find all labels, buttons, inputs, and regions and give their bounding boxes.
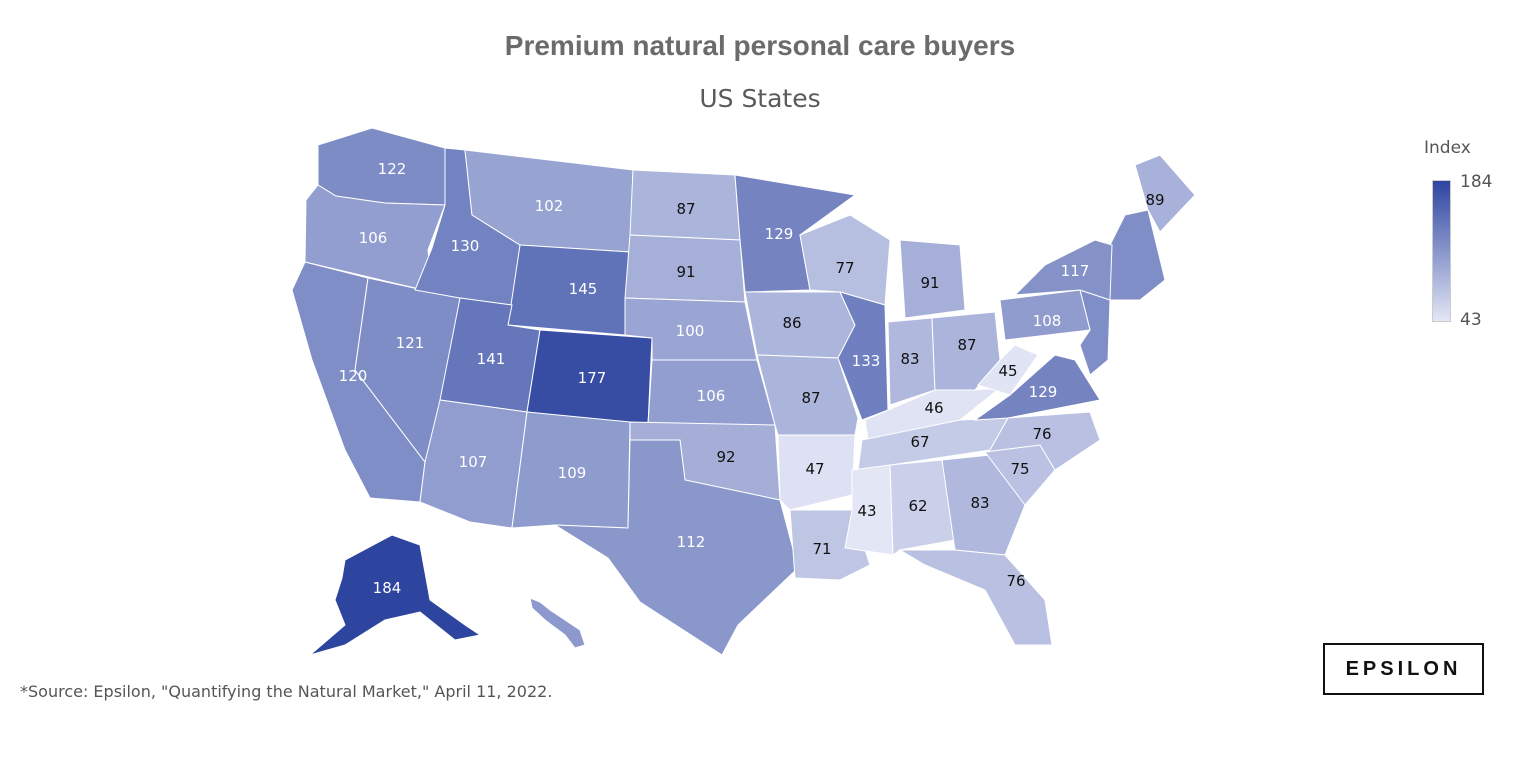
state-shape-ak[interactable]: [309, 534, 482, 656]
state-shape-al[interactable]: [889, 459, 956, 556]
state-value-nm: 109: [558, 464, 587, 482]
state-value-ia: 86: [782, 314, 801, 332]
state-shape-ms[interactable]: [844, 464, 894, 556]
state-value-ar: 47: [805, 460, 824, 478]
state-value-ok: 92: [716, 448, 735, 466]
state-value-mn: 129: [765, 225, 794, 243]
state-shape-il[interactable]: [837, 291, 889, 421]
state-value-nc: 76: [1032, 425, 1051, 443]
state-value-tx: 112: [677, 533, 706, 551]
state-shapes: [291, 127, 1196, 656]
state-value-sc: 75: [1010, 460, 1029, 478]
state-value-wa: 122: [378, 160, 407, 178]
state-shape-wv[interactable]: [977, 344, 1039, 396]
state-value-wi: 77: [835, 259, 854, 277]
state-shape-mi[interactable]: [899, 239, 966, 319]
state-value-ne: 100: [676, 322, 705, 340]
epsilon-logo: EPSILON: [1323, 643, 1484, 695]
legend-color-scale: [1432, 180, 1451, 322]
state-value-ms: 43: [857, 502, 876, 520]
map-subtitle: US States: [699, 84, 821, 113]
state-shape-nc[interactable]: [984, 411, 1101, 471]
state-value-la: 71: [812, 540, 831, 558]
state-value-ak: 184: [373, 579, 402, 597]
source-note: *Source: Epsilon, "Quantifying the Natur…: [20, 682, 553, 701]
state-value-ut: 141: [477, 350, 506, 368]
state-value-in: 83: [900, 350, 919, 368]
state-shape-ar[interactable]: [777, 434, 856, 511]
state-value-ga: 83: [970, 494, 989, 512]
state-value-mo: 87: [801, 389, 820, 407]
legend-max-label: 184: [1460, 172, 1493, 192]
state-shape-fl[interactable]: [898, 549, 1053, 646]
state-value-tn: 67: [910, 433, 929, 451]
state-value-ca: 120: [339, 367, 368, 385]
state-shape-me[interactable]: [1134, 154, 1196, 233]
state-value-ky: 46: [924, 399, 943, 417]
state-shape-unlabeled: [1079, 289, 1111, 376]
state-value-al: 62: [908, 497, 927, 515]
state-value-labels: 122 106 120 121 130 102 145 141 107 177 109 87 91 100…: [339, 160, 1165, 597]
legend-title: Index: [1424, 138, 1471, 158]
state-value-pa: 108: [1033, 312, 1062, 330]
state-value-mt: 102: [535, 197, 564, 215]
state-value-or: 106: [359, 229, 388, 247]
state-value-nd: 87: [676, 200, 695, 218]
state-value-mi: 91: [920, 274, 939, 292]
state-value-fl: 76: [1006, 572, 1025, 590]
legend-min-label: 43: [1460, 310, 1482, 330]
state-shape-pa[interactable]: [999, 289, 1091, 341]
state-value-az: 107: [459, 453, 488, 471]
state-value-id: 130: [451, 237, 480, 255]
state-shape-unlabeled: [529, 597, 586, 649]
state-shape-ny[interactable]: [1013, 239, 1113, 301]
state-value-ks: 106: [697, 387, 726, 405]
state-shape-tx[interactable]: [553, 439, 799, 656]
state-value-oh: 87: [957, 336, 976, 354]
state-value-co: 177: [578, 369, 607, 387]
state-value-me: 89: [1145, 191, 1164, 209]
state-value-nv: 121: [396, 334, 425, 352]
state-shape-ga[interactable]: [941, 454, 1026, 556]
state-value-wy: 145: [569, 280, 598, 298]
state-value-sd: 91: [676, 263, 695, 281]
map-title: Premium natural personal care buyers: [504, 30, 1016, 61]
state-value-wv: 45: [998, 362, 1017, 380]
state-value-ny: 117: [1061, 262, 1090, 280]
state-value-il: 133: [852, 352, 881, 370]
state-value-va: 129: [1029, 383, 1058, 401]
